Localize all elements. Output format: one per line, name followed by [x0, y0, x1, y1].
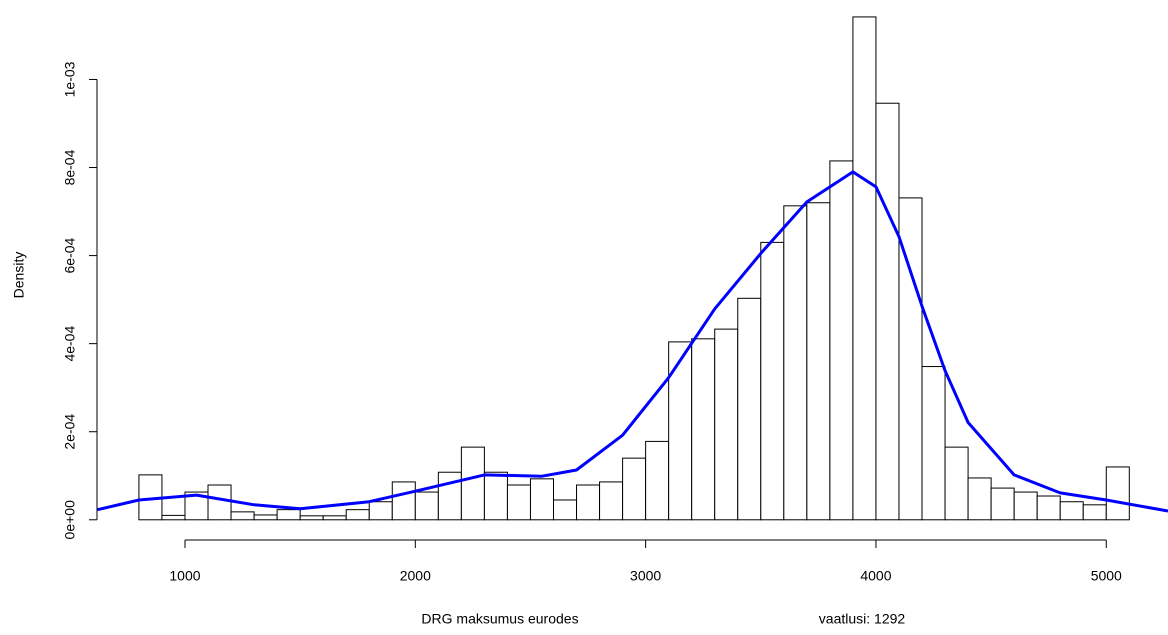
- bar: [368, 501, 393, 521]
- bar: [253, 514, 278, 521]
- y-tick-label: 4e-04: [62, 326, 78, 362]
- bar: [829, 160, 854, 521]
- bar: [944, 446, 969, 521]
- bar: [322, 515, 347, 521]
- bar: [576, 484, 601, 521]
- bar: [645, 440, 670, 521]
- bar: [230, 511, 255, 521]
- bar: [437, 471, 462, 521]
- x-tick-label: 3000: [630, 568, 661, 584]
- bar: [990, 487, 1015, 521]
- x-tick-label: 2000: [400, 568, 431, 584]
- bar: [806, 202, 831, 521]
- bar: [1036, 495, 1061, 521]
- bar: [898, 197, 923, 521]
- bar: [599, 481, 624, 521]
- annotation: vaatlusi: 1292: [819, 611, 906, 627]
- y-axis-label: Density: [11, 252, 27, 299]
- bar: [737, 297, 762, 521]
- bar: [529, 478, 554, 521]
- bar: [875, 102, 900, 521]
- x-tick-label: 1000: [169, 568, 200, 584]
- bar: [506, 484, 531, 521]
- bar: [1082, 504, 1107, 521]
- bar: [299, 515, 324, 521]
- bar: [161, 514, 186, 521]
- y-tick-label: 0e+00: [62, 500, 78, 540]
- y-tick-label: 8e-04: [62, 149, 78, 185]
- bar: [345, 509, 370, 521]
- bar: [714, 328, 739, 521]
- bar: [552, 499, 578, 521]
- bar: [852, 16, 877, 521]
- bar: [967, 477, 992, 521]
- y-tick-label: 2e-04: [62, 414, 78, 450]
- density-curve: [97, 170, 1168, 513]
- bar: [207, 484, 232, 521]
- bar: [760, 241, 785, 521]
- bar: [783, 205, 808, 521]
- x-tick-label: 4000: [860, 568, 891, 584]
- bar: [276, 509, 301, 521]
- bar: [668, 341, 693, 521]
- y-tick-label: 1e-03: [62, 61, 78, 97]
- bar: [622, 457, 647, 521]
- x-tick-label: 5000: [1091, 568, 1122, 584]
- bar: [691, 338, 716, 521]
- bar: [414, 491, 439, 521]
- x-axis-label: DRG maksumus eurodes: [421, 611, 578, 627]
- bar: [391, 481, 416, 521]
- y-tick-label: 6e-04: [62, 237, 78, 273]
- bar: [1105, 466, 1130, 521]
- bar: [483, 471, 508, 521]
- bar: [921, 366, 946, 521]
- bar: [460, 446, 485, 521]
- bar: [1059, 501, 1084, 521]
- bar: [1013, 491, 1038, 521]
